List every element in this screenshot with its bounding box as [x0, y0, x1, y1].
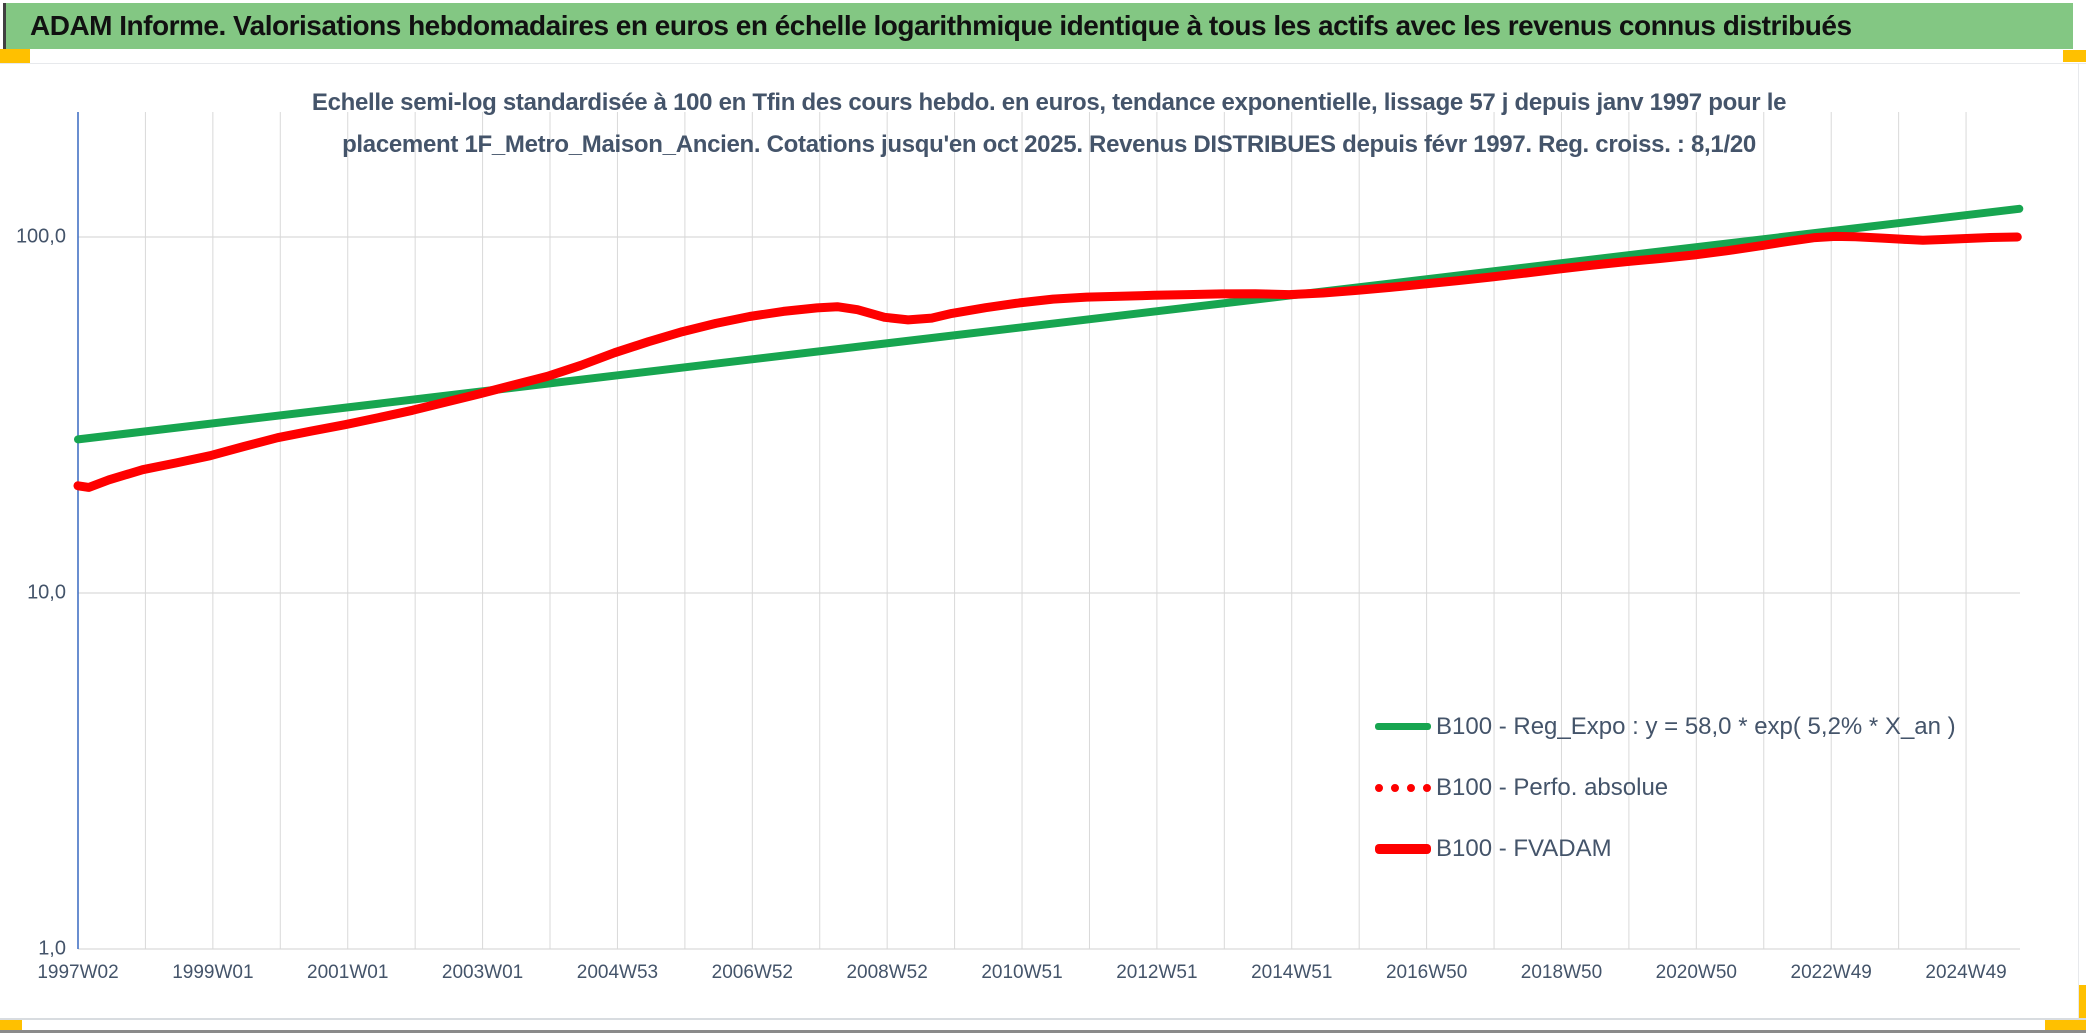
- x-axis-label: 2001W01: [307, 962, 389, 983]
- gold-marker-bottom-left: [0, 1018, 22, 1031]
- x-axis-label: 2010W51: [981, 962, 1063, 983]
- chart-title-line2: placement 1F_Metro_Maison_Ancien. Cotati…: [342, 131, 1756, 158]
- legend-item-perfo-absolue: B100 - Perfo. absolue: [1375, 757, 1956, 818]
- legend-swatch-red-line-icon: [1375, 843, 1431, 854]
- series-line-2: [73, 231, 2022, 492]
- gold-marker-top-left: [0, 49, 30, 63]
- cell-border-top: [0, 63, 2086, 64]
- legend-label: B100 - Perfo. absolue: [1436, 773, 1669, 801]
- banner-title: ADAM Informe. Valorisations hebdomadaire…: [30, 10, 1852, 41]
- y-axis-label-100: 100,0: [15, 225, 66, 248]
- title-banner: ADAM Informe. Valorisations hebdomadaire…: [6, 3, 2073, 49]
- x-axis-label: 2020W50: [1655, 962, 1737, 983]
- series-line-1: [74, 232, 2022, 492]
- cell-border-right: [2078, 64, 2079, 1018]
- y-axis-label-1: 1,0: [38, 937, 66, 960]
- legend-item-fvadam: B100 - FVADAM: [1375, 818, 1956, 879]
- x-axis-label: 2008W52: [846, 962, 928, 983]
- x-axis-label: 2004W53: [576, 962, 659, 983]
- gold-marker-top-right: [2063, 50, 2086, 62]
- x-axis-label: 2006W52: [711, 962, 793, 983]
- window-bottom-edge: [0, 1030, 2086, 1033]
- x-axis-label: 2024W49: [1925, 962, 2007, 983]
- x-axis-label: 1999W01: [172, 962, 254, 983]
- chart-title: Echelle semi-log standardisée à 100 en T…: [78, 82, 2020, 166]
- x-axis-label: 2012W51: [1116, 962, 1198, 983]
- series-line-0: [74, 204, 2024, 444]
- gold-marker-right-strip: [2076, 985, 2086, 1031]
- x-axis-label: 2003W01: [441, 962, 524, 983]
- chart-object: Echelle semi-log standardisée à 100 en T…: [5, 64, 2078, 1018]
- x-axis-label: 2018W50: [1520, 962, 1603, 983]
- x-axis-label: 2016W50: [1385, 962, 1468, 983]
- x-axis-label: 2014W51: [1251, 962, 1333, 983]
- y-axis-label-10: 10,0: [27, 581, 66, 604]
- chart-legend: B100 - Reg_Expo : y = 58,0 * exp( 5,2% *…: [1375, 696, 1956, 879]
- x-axis-label: 1997W02: [37, 962, 119, 983]
- legend-item-regression: B100 - Reg_Expo : y = 58,0 * exp( 5,2% *…: [1375, 696, 1956, 757]
- chart-title-line1: Echelle semi-log standardisée à 100 en T…: [311, 89, 1787, 116]
- legend-swatch-dotted-line-icon: [1375, 783, 1431, 792]
- legend-label: B100 - Reg_Expo : y = 58,0 * exp( 5,2% *…: [1436, 712, 1956, 740]
- cell-border-bottom: [0, 1018, 2086, 1020]
- x-axis-label: 2022W49: [1790, 962, 1872, 983]
- legend-swatch-green-line-icon: [1375, 723, 1431, 730]
- legend-label: B100 - FVADAM: [1436, 834, 1612, 862]
- gold-marker-bottom-right: [2045, 1018, 2086, 1031]
- banner-left-edge: [3, 3, 6, 49]
